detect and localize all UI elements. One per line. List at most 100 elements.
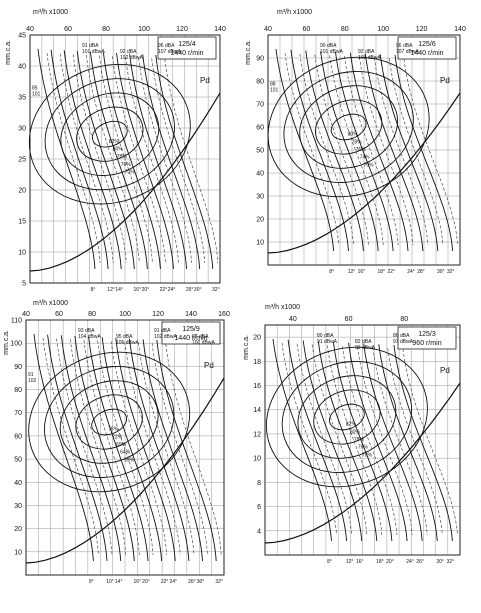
y-tick-label: 60 bbox=[14, 433, 22, 440]
blade-angle-label: 12° bbox=[348, 269, 356, 275]
blade-curve bbox=[102, 52, 161, 270]
pd-label: Pd bbox=[204, 361, 214, 370]
speed-label: 1440 r/min bbox=[410, 50, 443, 57]
noise-curve bbox=[138, 57, 192, 264]
efficiency-label: 59% bbox=[124, 457, 135, 463]
noise-label: 80 dBA bbox=[317, 333, 334, 339]
x-tick-label: 80 bbox=[341, 26, 349, 33]
blade-curve bbox=[60, 335, 122, 562]
x-tick-label: 120 bbox=[152, 311, 164, 318]
noise-curve bbox=[372, 347, 428, 536]
blade-curve bbox=[129, 53, 188, 270]
efficiency-curve bbox=[315, 99, 383, 155]
noise-label: 87 dBA bbox=[192, 334, 209, 340]
noise-label: 97 dBwA bbox=[393, 339, 414, 345]
y-tick-label: 10 bbox=[253, 456, 261, 463]
y-tick-label: 50 bbox=[256, 148, 264, 155]
efficiency-label: 76% bbox=[108, 427, 119, 433]
x-tick-label: 80 bbox=[102, 26, 110, 33]
efficiency-curve bbox=[265, 346, 428, 488]
blade-curve bbox=[348, 342, 408, 542]
y-unit-label: mm.c.a. bbox=[245, 40, 252, 65]
y-tick-label: 60 bbox=[256, 125, 264, 132]
y-unit-label: mm.c.a. bbox=[3, 330, 10, 355]
x-tick-label: 40 bbox=[22, 311, 30, 318]
noise-curve bbox=[110, 341, 167, 556]
noise-label: 90 dBA bbox=[320, 43, 337, 49]
efficiency-label: 78% bbox=[352, 139, 363, 145]
noise-curve bbox=[97, 340, 154, 556]
plot-frame bbox=[29, 34, 221, 284]
x-tick-label: 140 bbox=[454, 26, 466, 33]
efficiency-curve bbox=[297, 375, 397, 459]
y-tick-label: 80 bbox=[14, 387, 22, 394]
blade-curve bbox=[37, 48, 96, 270]
efficiency-curve bbox=[91, 120, 128, 148]
noise-curve bbox=[311, 344, 367, 536]
y-tick-label: 80 bbox=[256, 79, 264, 86]
blade-curve bbox=[74, 335, 135, 562]
efficiency-label: 78% bbox=[354, 437, 365, 443]
y-tick-label: 10 bbox=[18, 250, 26, 257]
noise-curve bbox=[151, 343, 208, 556]
y-tick-label: 110 bbox=[11, 318, 22, 325]
model-label: 125/9 bbox=[182, 326, 200, 333]
blade-curve bbox=[305, 50, 364, 252]
y-tick-label: 45 bbox=[18, 33, 26, 40]
x-tick-label: 140 bbox=[214, 26, 226, 33]
noise-label: 106 dBwA bbox=[116, 340, 139, 346]
blade-curve bbox=[116, 52, 174, 270]
noise-label: 86 dBA bbox=[393, 333, 410, 339]
noise-curve bbox=[281, 342, 337, 536]
side-note: 101 bbox=[32, 92, 41, 98]
x-tick-label: 60 bbox=[55, 311, 63, 318]
noise-curve bbox=[342, 345, 398, 536]
efficiency-curve bbox=[44, 78, 175, 191]
pd-curve bbox=[25, 377, 225, 564]
side-note: 85 bbox=[32, 86, 38, 92]
efficiency-label: 70% bbox=[362, 452, 373, 458]
efficiency-curve bbox=[43, 366, 175, 478]
blade-curve bbox=[47, 334, 108, 562]
blade-angle-label: 8° bbox=[91, 287, 96, 293]
y-tick-label: 8 bbox=[257, 480, 261, 487]
y-tick-label: 10 bbox=[14, 549, 22, 556]
x-tick-label: 140 bbox=[185, 311, 197, 318]
x-unit-label: m³/h x1000 bbox=[33, 300, 68, 307]
noise-curve bbox=[86, 54, 140, 264]
noise-curve bbox=[164, 58, 219, 264]
efficiency-label: 82% bbox=[109, 139, 120, 145]
efficiency-label: 76% bbox=[356, 147, 367, 153]
noise-curve bbox=[388, 58, 444, 246]
y-tick-label: 70 bbox=[256, 102, 264, 109]
blade-angle-label: 12° bbox=[107, 287, 115, 293]
noise-label: 93 dBA bbox=[78, 328, 95, 334]
efficiency-curve bbox=[28, 63, 191, 205]
blade-curve bbox=[88, 336, 149, 562]
blade-curve bbox=[129, 338, 190, 562]
x-tick-label: 80 bbox=[88, 311, 96, 318]
x-tick-label: 40 bbox=[289, 316, 297, 323]
efficiency-label: 64% bbox=[120, 450, 131, 456]
noise-curve bbox=[70, 339, 126, 556]
y-tick-label: 50 bbox=[14, 457, 22, 464]
noise-label: 96 dBA bbox=[158, 43, 175, 49]
model-label: 125/3 bbox=[418, 331, 436, 338]
blade-angle-label: 16° bbox=[133, 287, 141, 293]
x-tick-label: 40 bbox=[264, 26, 272, 33]
x-unit-label: m³/h x1000 bbox=[265, 304, 300, 311]
noise-curve bbox=[403, 58, 458, 246]
y-tick-label: 25 bbox=[18, 157, 26, 164]
blade-angle-label: 18° bbox=[377, 269, 385, 275]
blade-curve bbox=[115, 337, 176, 562]
x-tick-label: 80 bbox=[400, 316, 408, 323]
pd-label: Pd bbox=[440, 366, 450, 375]
efficiency-curve bbox=[313, 389, 381, 445]
y-tick-label: 40 bbox=[14, 480, 22, 487]
blade-angle-label: 12° bbox=[346, 559, 354, 565]
side-note: 88 bbox=[270, 82, 276, 88]
efficiency-curve bbox=[91, 408, 128, 436]
x-tick-label: 60 bbox=[303, 26, 311, 33]
blade-angle-label: 24° bbox=[168, 287, 176, 293]
noise-curve bbox=[374, 57, 429, 246]
